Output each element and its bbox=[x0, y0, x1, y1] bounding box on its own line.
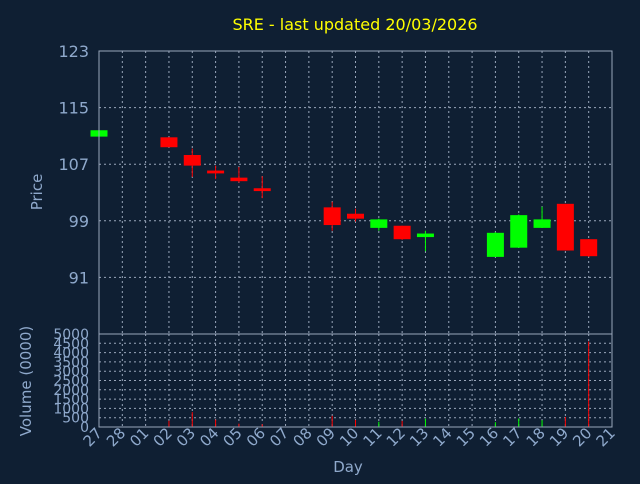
volume-grid bbox=[98, 333, 613, 428]
x-tick-labels: 2728010203040506070809101112131415161718… bbox=[80, 424, 619, 450]
price-tick-labels: 91 99 107 115 123 bbox=[58, 42, 89, 287]
candle-body bbox=[556, 203, 574, 251]
price-axis-label: Price bbox=[28, 174, 46, 211]
candle-body bbox=[207, 170, 225, 174]
volume-tick-label: 1000 bbox=[53, 401, 89, 417]
volume-tick-label: 5000 bbox=[53, 327, 89, 343]
volume-tick-label: 2000 bbox=[53, 383, 89, 399]
volume-plot-frame bbox=[98, 333, 613, 428]
candle-body bbox=[580, 239, 598, 257]
candle-body bbox=[370, 219, 388, 228]
chart-title: SRE - last updated 20/03/2026 bbox=[232, 15, 477, 34]
candle-body bbox=[230, 177, 248, 182]
volume-tick-label: 3000 bbox=[53, 364, 89, 380]
candle-body bbox=[323, 207, 341, 226]
volume-tick-label: 3500 bbox=[53, 355, 89, 371]
price-tick-label: 107 bbox=[58, 155, 89, 174]
volume-tick-label: 0 bbox=[80, 420, 89, 436]
volume-tick-label: 4500 bbox=[53, 336, 89, 352]
price-tick-label: 115 bbox=[58, 99, 89, 118]
candle-body bbox=[183, 155, 201, 166]
candle-body bbox=[253, 188, 271, 192]
x-axis-label: Day bbox=[333, 458, 363, 476]
price-tick-label: 99 bbox=[69, 212, 89, 231]
candle-body bbox=[347, 213, 364, 219]
candle-body bbox=[486, 232, 504, 257]
plot-frames bbox=[98, 50, 613, 428]
candle-body bbox=[160, 137, 178, 148]
candle-body bbox=[510, 215, 528, 248]
volume-tick-label: 1500 bbox=[53, 392, 89, 408]
volume-tick-label: 4000 bbox=[53, 346, 89, 362]
volume-axis-label: Volume (0000) bbox=[17, 326, 35, 436]
candle-body bbox=[533, 219, 551, 228]
candlestick-series bbox=[90, 128, 598, 257]
price-tick-label: 123 bbox=[58, 42, 89, 61]
candle-body bbox=[393, 225, 411, 240]
price-tick-label: 91 bbox=[69, 268, 89, 287]
volume-tick-label: 2500 bbox=[53, 374, 89, 390]
volume-tick-label: 500 bbox=[62, 411, 89, 427]
candle-body bbox=[416, 233, 434, 238]
